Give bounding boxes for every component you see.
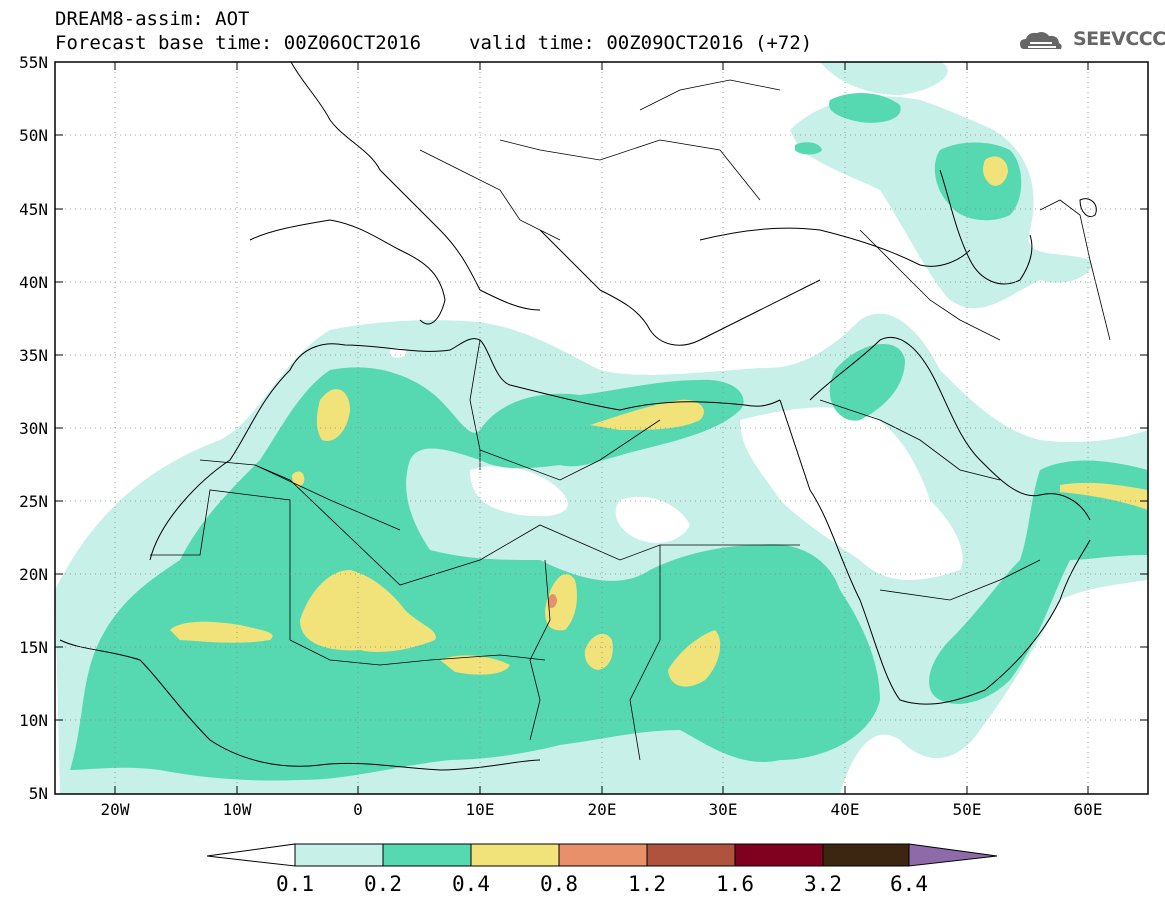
logo-text: SEEVCCC bbox=[1073, 28, 1165, 50]
colorbar-box-1 bbox=[294, 843, 384, 867]
colorbar-box-3 bbox=[470, 843, 560, 867]
lon-label: 10E bbox=[465, 800, 495, 819]
lat-label: 15N bbox=[19, 638, 48, 657]
lon-label: 40E bbox=[830, 800, 860, 819]
aot-level-0-8 bbox=[548, 594, 557, 609]
colorbar-box-2 bbox=[382, 843, 472, 867]
lat-label: 50N bbox=[19, 126, 48, 145]
lat-label: 40N bbox=[19, 273, 48, 292]
lon-label: 30E bbox=[708, 800, 738, 819]
base-time: Forecast base time: 00Z06OCT2016 bbox=[55, 32, 422, 54]
lat-label: 45N bbox=[19, 200, 48, 219]
colorbar-low-arrow bbox=[206, 843, 296, 867]
colorbar bbox=[206, 843, 998, 867]
lat-label: 55N bbox=[19, 53, 48, 72]
colorbar-label: 0.2 bbox=[364, 872, 402, 896]
map-subtitle: Forecast base time: 00Z06OCT2016 valid ti… bbox=[55, 32, 812, 54]
coastlines bbox=[59, 62, 1097, 771]
colorbar-box-5 bbox=[646, 843, 736, 867]
colorbar-high-arrow bbox=[908, 843, 998, 867]
colorbar-label: 6.4 bbox=[890, 872, 928, 896]
lon-label: 10W bbox=[222, 800, 252, 819]
colorbar-box-4 bbox=[558, 843, 648, 867]
colorbar-label: 0.4 bbox=[452, 872, 490, 896]
colorbar-label: 1.6 bbox=[716, 872, 754, 896]
lon-label: 50E bbox=[952, 800, 982, 819]
lat-label: 20N bbox=[19, 565, 48, 584]
lat-lon-grid bbox=[55, 62, 1148, 794]
lat-label: 5N bbox=[28, 784, 48, 803]
aot-gaps bbox=[389, 347, 963, 580]
aot-level-0-4 bbox=[170, 156, 1148, 687]
colorbar-box-7 bbox=[822, 843, 910, 867]
lon-label: 60E bbox=[1073, 800, 1103, 819]
lat-label: 30N bbox=[19, 419, 48, 438]
lon-label: 20W bbox=[100, 800, 130, 819]
cloud-logo-icon bbox=[1020, 32, 1062, 49]
lat-label: 25N bbox=[19, 492, 48, 511]
colorbar-label: 0.8 bbox=[540, 872, 578, 896]
colorbar-box-6 bbox=[734, 843, 824, 867]
lat-label: 10N bbox=[19, 711, 48, 730]
lat-label: 35N bbox=[19, 346, 48, 365]
lon-label: 0 bbox=[353, 800, 363, 819]
colorbar-label: 1.2 bbox=[628, 872, 666, 896]
colorbar-label: 0.1 bbox=[276, 872, 314, 896]
aot-field bbox=[55, 62, 1148, 794]
valid-time: valid time: 00Z09OCT2016 (+72) bbox=[469, 32, 813, 54]
map-title: DREAM8-assim: AOT bbox=[55, 8, 250, 30]
colorbar-label: 3.2 bbox=[804, 872, 842, 896]
borders bbox=[150, 79, 1111, 761]
frame-ticks bbox=[55, 62, 1148, 794]
lon-label: 20E bbox=[587, 800, 617, 819]
